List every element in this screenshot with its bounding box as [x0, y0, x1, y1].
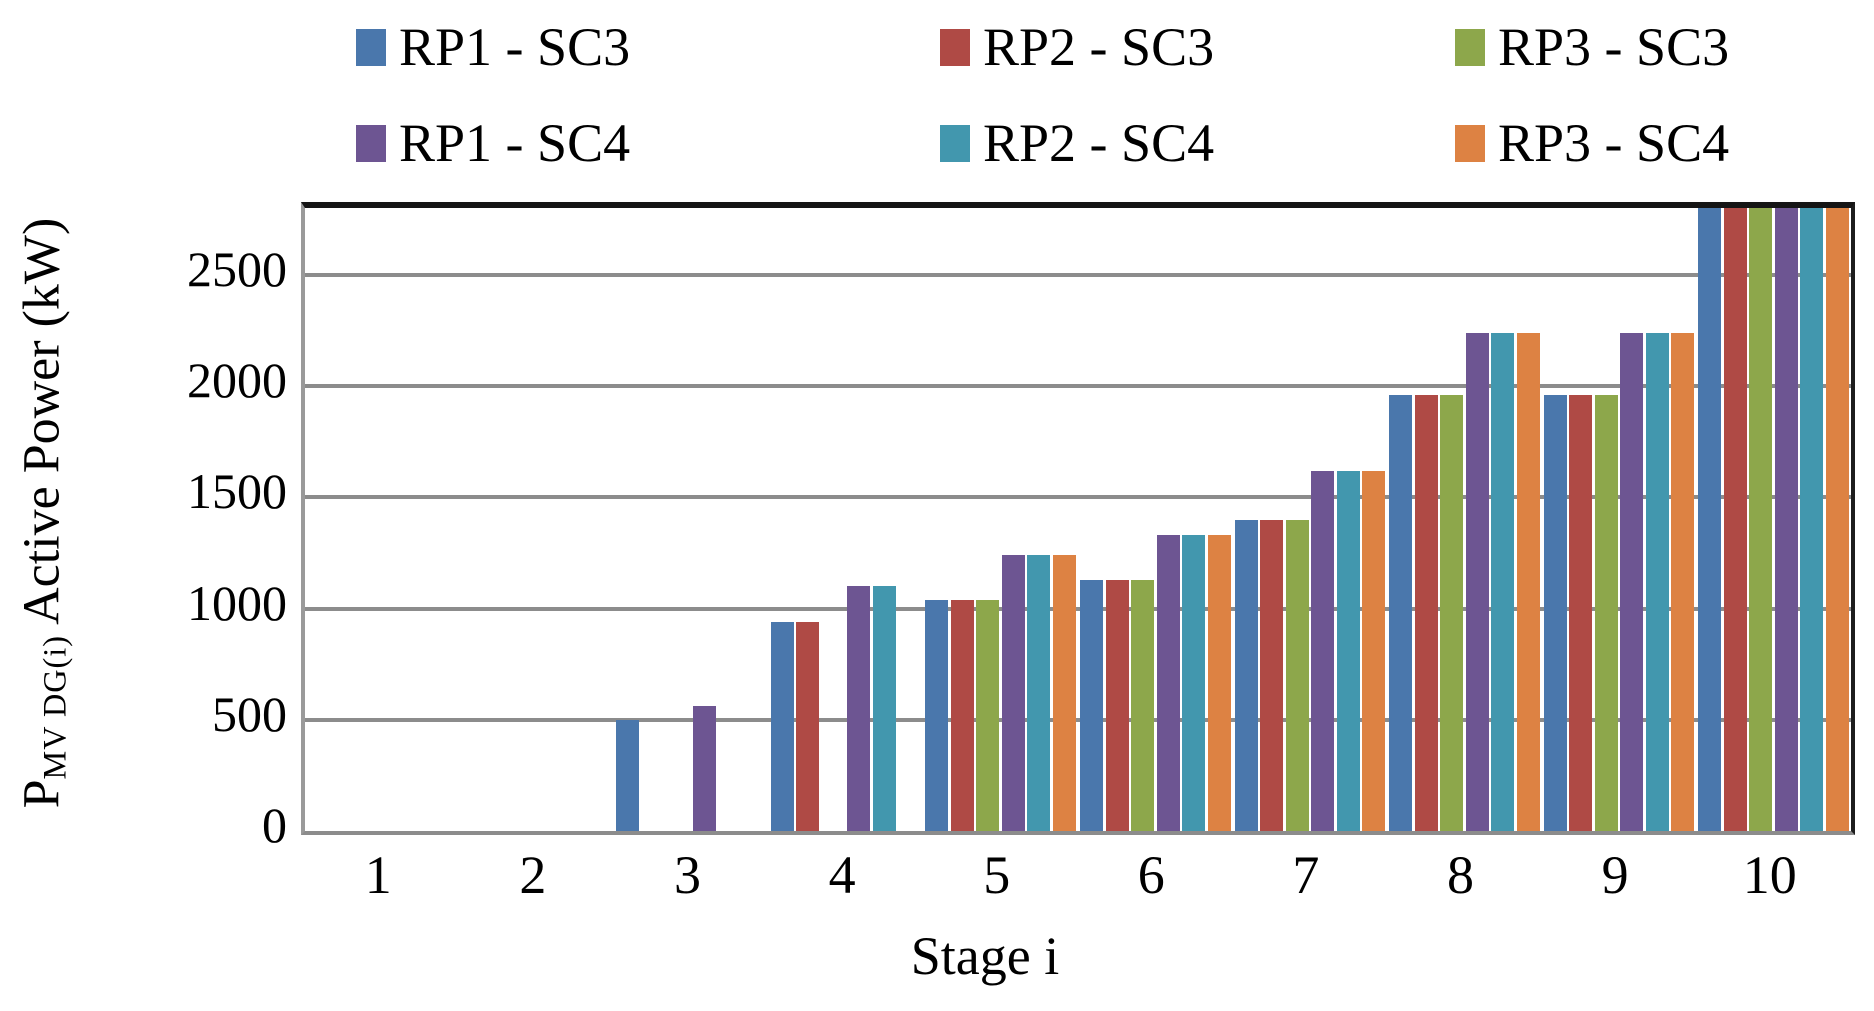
x-tick-label: 1 — [364, 845, 392, 905]
bar — [1491, 332, 1515, 831]
x-tick-label: 5 — [983, 845, 1011, 905]
bar-group-stage-8 — [1387, 208, 1542, 831]
bar — [1234, 519, 1258, 831]
y-axis-title: PMV DG(i) Active Power (kW) — [0, 202, 96, 825]
bar-group-stage-5 — [923, 208, 1078, 831]
bar — [950, 599, 974, 831]
bar-group-stage-4 — [769, 208, 924, 831]
bar — [1052, 555, 1076, 831]
gridline — [305, 272, 1851, 277]
bar — [1800, 208, 1824, 831]
bar — [1543, 394, 1567, 831]
bar — [872, 586, 896, 831]
bar — [796, 621, 820, 831]
bar — [1362, 470, 1386, 831]
bar — [616, 719, 640, 831]
plot-area — [301, 202, 1855, 835]
gridline — [305, 606, 1851, 611]
bar — [925, 599, 949, 831]
gridline — [305, 495, 1851, 500]
bar — [1080, 579, 1104, 831]
bar — [1645, 332, 1669, 831]
bar — [1311, 470, 1335, 831]
legend-swatch-icon — [940, 28, 970, 66]
bar-group-stage-1 — [305, 208, 460, 831]
bar — [847, 586, 871, 831]
bar-group-stage-9 — [1542, 208, 1697, 831]
x-tick-label: 7 — [1292, 845, 1320, 905]
bar — [1774, 208, 1798, 831]
y-tick-label: 2500 — [187, 240, 287, 297]
gridline — [305, 717, 1851, 722]
legend-label: RP2 - SC4 — [983, 113, 1215, 173]
legend-item: RP2 - SC4 — [940, 114, 1214, 172]
y-tick-label: 500 — [212, 685, 287, 742]
bar — [1465, 332, 1489, 831]
bar — [770, 621, 794, 831]
y-axis-title-subscript: MV DG(i) — [36, 635, 73, 780]
bar — [976, 599, 1000, 831]
bar — [1105, 579, 1129, 831]
bar — [1671, 332, 1695, 831]
legend-label: RP3 - SC4 — [1498, 113, 1730, 173]
bar — [692, 706, 716, 831]
bar — [1516, 332, 1540, 831]
bar — [1001, 555, 1025, 831]
x-tick-label: 4 — [828, 845, 856, 905]
y-axis-title-text: PMV DG(i) Active Power (kW) — [12, 218, 82, 809]
legend-item: RP1 - SC3 — [356, 18, 630, 76]
legend-label: RP1 - SC4 — [399, 113, 631, 173]
gridline — [305, 384, 1851, 388]
bar-group-stage-2 — [460, 208, 615, 831]
legend-label: RP1 - SC3 — [399, 17, 631, 77]
legend-item: RP3 - SC3 — [1455, 18, 1729, 76]
bar — [1389, 394, 1413, 831]
bar — [1414, 394, 1438, 831]
bar — [1285, 519, 1309, 831]
bar-group-stage-3 — [614, 208, 769, 831]
legend-item: RP1 - SC4 — [356, 114, 630, 172]
y-axis-title-prefix: P — [12, 779, 70, 809]
bar — [1336, 470, 1360, 831]
bar — [1182, 535, 1206, 831]
y-tick-label: 1000 — [187, 574, 287, 631]
x-tick-label: 6 — [1137, 845, 1165, 905]
legend-swatch-icon — [356, 28, 386, 66]
bar — [1698, 208, 1722, 831]
x-tick-label: 9 — [1601, 845, 1629, 905]
legend-label: RP2 - SC3 — [983, 17, 1215, 77]
bar — [1131, 579, 1155, 831]
bar — [1207, 535, 1231, 831]
bar — [1594, 394, 1618, 831]
legend-swatch-icon — [356, 124, 386, 162]
bar — [1156, 535, 1180, 831]
legend-item: RP2 - SC3 — [940, 18, 1214, 76]
bar-group-stage-7 — [1233, 208, 1388, 831]
y-tick-label: 2000 — [187, 352, 287, 408]
x-tick-label: 8 — [1447, 845, 1474, 905]
x-tick-label: 3 — [674, 845, 701, 905]
legend-item: RP3 - SC4 — [1455, 114, 1729, 172]
x-tick-label: 10 — [1742, 845, 1797, 905]
x-tick-label: 2 — [519, 845, 547, 905]
x-axis-title: Stage i — [910, 926, 1060, 986]
bar-group-stage-6 — [1078, 208, 1233, 831]
bar — [1723, 208, 1747, 831]
bar — [1569, 394, 1593, 831]
bar — [1749, 208, 1773, 831]
bar — [1440, 394, 1464, 831]
bar — [1620, 332, 1644, 831]
bar-group-stage-10 — [1696, 208, 1851, 831]
legend-label: RP3 - SC3 — [1498, 17, 1730, 77]
legend-swatch-icon — [1455, 28, 1485, 66]
y-tick-label: 0 — [262, 797, 287, 853]
legend-swatch-icon — [1455, 124, 1485, 162]
bar — [1825, 208, 1849, 831]
y-axis-title-suffix: Active Power (kW) — [12, 218, 70, 636]
legend-swatch-icon — [940, 124, 970, 162]
bar — [1027, 555, 1051, 831]
y-tick-label: 1500 — [187, 463, 287, 520]
bar — [1260, 519, 1284, 831]
